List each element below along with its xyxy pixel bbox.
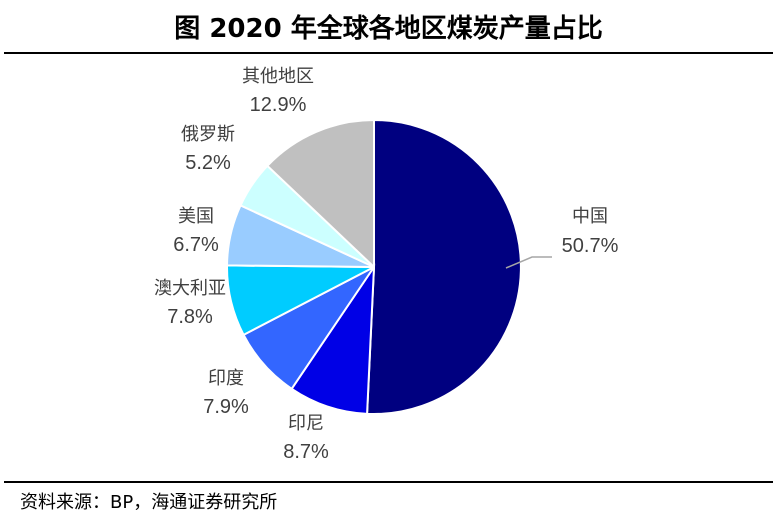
- title-divider: [4, 52, 773, 54]
- slice-label-russia: 俄罗斯: [181, 124, 235, 145]
- slice-value-other: 12.9%: [250, 94, 307, 116]
- slice-label-china: 中国: [572, 206, 608, 227]
- slice-label-australia: 澳大利亚: [154, 278, 226, 299]
- slice-value-russia: 5.2%: [185, 152, 231, 174]
- slice-value-usa: 6.7%: [173, 234, 219, 256]
- pie-slice-other: [265, 118, 375, 270]
- source-note: 资料来源：BP，海通证券研究所: [20, 492, 278, 513]
- slice-value-australia: 7.8%: [167, 306, 213, 328]
- slice-label-indonesia: 印尼: [288, 413, 324, 434]
- slice-label-other: 其他地区: [242, 66, 314, 87]
- leader-line-china: [505, 256, 552, 269]
- chart-title: 图 2020 年全球各地区煤炭产量占比: [174, 13, 603, 44]
- slice-value-china: 50.7%: [562, 235, 619, 257]
- slice-value-indonesia: 8.7%: [283, 441, 329, 463]
- slice-label-usa: 美国: [178, 206, 214, 227]
- slice-value-india: 7.9%: [203, 396, 249, 418]
- pie-slice-china: [366, 118, 522, 415]
- footer-divider: [4, 481, 773, 483]
- slice-label-india: 印度: [208, 368, 244, 389]
